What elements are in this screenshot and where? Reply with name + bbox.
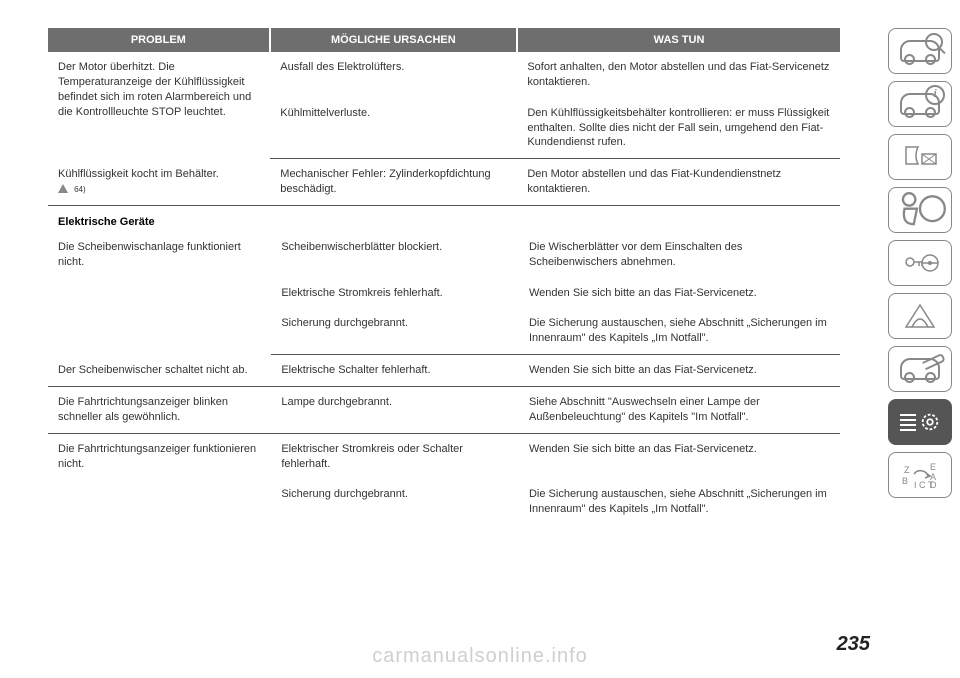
svg-text:Z: Z	[904, 465, 910, 475]
table-header: PROBLEM MÖGLICHE URSACHEN WAS TUN	[48, 28, 840, 52]
header-action: WAS TUN	[518, 28, 840, 52]
cause-cell: Lampe durchgebrannt.	[271, 386, 519, 433]
troubleshoot-table-1: Der Motor überhitzt. Die Temperaturanzei…	[48, 52, 840, 206]
svg-text:B: B	[902, 476, 908, 486]
action-cell: Den Motor abstellen und das Fiat-Kundend…	[517, 159, 840, 206]
action-cell: Die Wischerblätter vor dem Einschalten d…	[519, 232, 840, 278]
nav-index-icon[interactable]: ZBI C TEAD	[888, 452, 952, 498]
cause-cell: Kühlmittelverluste.	[270, 98, 517, 159]
problem-cell: Die Fahrtrichtungsanzeiger blinken schne…	[48, 386, 271, 433]
cause-cell: Elektrische Stromkreis fehlerhaft.	[271, 278, 519, 309]
nav-key-steering-icon[interactable]	[888, 240, 952, 286]
nav-vehicle-overview-icon[interactable]	[888, 28, 952, 74]
cause-cell: Scheibenwischerblätter blockiert.	[271, 232, 519, 278]
action-cell: Die Sicherung austauschen, siehe Abschni…	[519, 308, 840, 354]
problem-cell: Der Scheibenwischer schaltet nicht ab.	[48, 355, 271, 387]
svg-text:E: E	[930, 462, 936, 472]
section-heading: Elektrische Geräte	[48, 206, 840, 232]
cause-cell: Elektrischer Stromkreis oder Schalter fe…	[271, 433, 519, 479]
nav-maintenance-icon[interactable]	[888, 399, 952, 445]
nav-vehicle-info-icon[interactable]: i	[888, 81, 952, 127]
content-area: PROBLEM MÖGLICHE URSACHEN WAS TUN Der Mo…	[48, 28, 840, 525]
troubleshoot-table-2: Die Scheibenwischanlage funktioniert nic…	[48, 232, 840, 525]
warning-icon	[58, 184, 68, 193]
side-navigation: i ZBI C TEAD	[888, 28, 950, 505]
cause-cell: Sicherung durchgebrannt.	[271, 479, 519, 525]
cause-cell: Mechanischer Fehler: Zylinderkopfdichtun…	[270, 159, 517, 206]
nav-warning-icon[interactable]	[888, 293, 952, 339]
problem-cell: Die Scheibenwischanlage funktioniert nic…	[48, 232, 271, 355]
nav-service-icon[interactable]	[888, 346, 952, 392]
action-cell: Wenden Sie sich bitte an das Fiat-Servic…	[519, 433, 840, 479]
watermark: carmanualsonline.info	[0, 645, 960, 668]
problem-cell: Der Motor überhitzt. Die Temperaturanzei…	[48, 52, 270, 159]
nav-lights-icon[interactable]	[888, 134, 952, 180]
svg-text:D: D	[930, 480, 937, 490]
problem-cell: Kühlflüssigkeit kocht im Behälter. 64)	[48, 159, 270, 206]
cause-cell: Elektrische Schalter fehlerhaft.	[271, 355, 519, 387]
action-cell: Wenden Sie sich bitte an das Fiat-Servic…	[519, 278, 840, 309]
action-cell: Siehe Abschnitt "Auswechseln einer Lampe…	[519, 386, 840, 433]
problem-text: Der Motor überhitzt. Die Temperaturanzei…	[58, 61, 251, 118]
action-cell: Die Sicherung austauschen, siehe Abschni…	[519, 479, 840, 525]
action-cell: Sofort anhalten, den Motor abstellen und…	[517, 52, 840, 98]
header-problem: PROBLEM	[48, 28, 271, 52]
action-cell: Wenden Sie sich bitte an das Fiat-Servic…	[519, 355, 840, 387]
action-cell: Den Kühlflüssigkeitsbehälter kontrollier…	[517, 98, 840, 159]
nav-airbag-icon[interactable]	[888, 187, 952, 233]
header-cause: MÖGLICHE URSACHEN	[271, 28, 518, 52]
footnote: 64)	[74, 185, 86, 194]
problem-cell: Die Fahrtrichtungsanzeiger funktionieren…	[48, 433, 271, 525]
cause-cell: Ausfall des Elektrolüfters.	[270, 52, 517, 98]
cause-cell: Sicherung durchgebrannt.	[271, 308, 519, 354]
problem-text: Kühlflüssigkeit kocht im Behälter.	[58, 168, 219, 180]
